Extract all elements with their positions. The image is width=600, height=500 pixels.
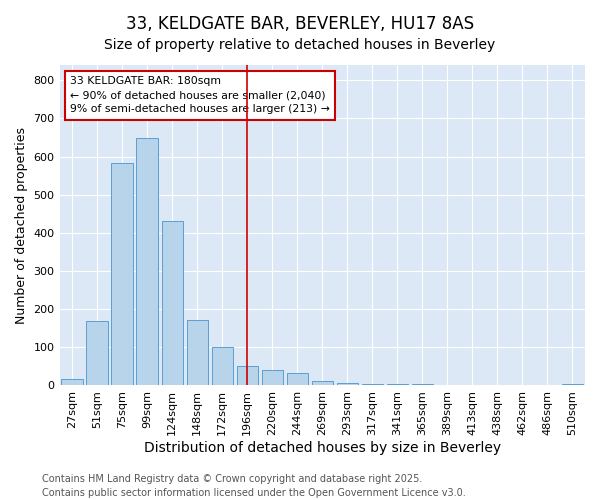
Bar xyxy=(262,370,283,386)
Bar xyxy=(187,320,208,386)
Text: Contains HM Land Registry data © Crown copyright and database right 2025.
Contai: Contains HM Land Registry data © Crown c… xyxy=(42,474,466,498)
Text: Size of property relative to detached houses in Beverley: Size of property relative to detached ho… xyxy=(104,38,496,52)
Bar xyxy=(136,138,158,386)
Bar xyxy=(161,222,183,386)
Bar xyxy=(61,378,83,386)
Y-axis label: Number of detached properties: Number of detached properties xyxy=(15,126,28,324)
Bar xyxy=(487,384,508,386)
Bar xyxy=(412,384,433,386)
Bar xyxy=(112,164,133,386)
Bar xyxy=(362,384,383,386)
Bar xyxy=(437,384,458,386)
Bar xyxy=(212,346,233,386)
Bar xyxy=(287,373,308,386)
Bar xyxy=(311,381,333,386)
Bar xyxy=(337,383,358,386)
Bar xyxy=(387,384,408,386)
Text: 33, KELDGATE BAR, BEVERLEY, HU17 8AS: 33, KELDGATE BAR, BEVERLEY, HU17 8AS xyxy=(126,15,474,33)
Bar xyxy=(462,384,483,386)
Text: 33 KELDGATE BAR: 180sqm
← 90% of detached houses are smaller (2,040)
9% of semi-: 33 KELDGATE BAR: 180sqm ← 90% of detache… xyxy=(70,76,330,114)
Bar xyxy=(562,384,583,386)
Bar xyxy=(236,366,258,386)
X-axis label: Distribution of detached houses by size in Beverley: Distribution of detached houses by size … xyxy=(144,441,501,455)
Bar xyxy=(86,322,108,386)
